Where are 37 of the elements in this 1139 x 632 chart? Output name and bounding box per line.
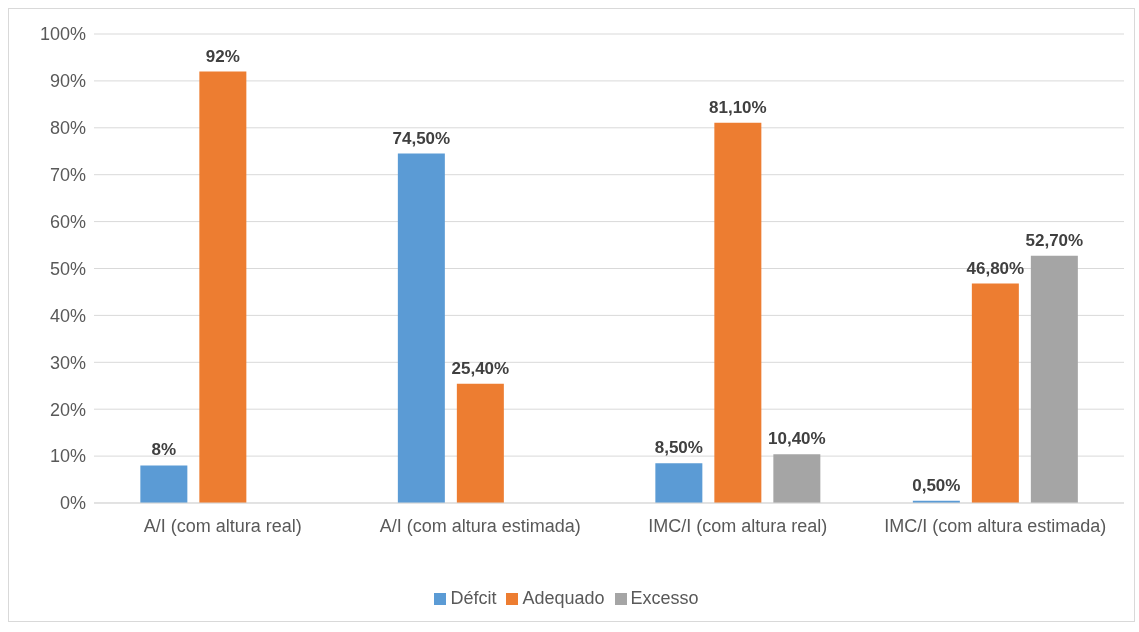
bar [199,71,247,503]
data-label: 8,50% [654,438,703,458]
y-tick-label: 50% [49,258,86,279]
y-tick-label: 100% [39,24,86,45]
bar [714,122,762,503]
y-tick-label: 70% [49,165,86,186]
bar [1030,255,1078,503]
y-tick-label: 0% [59,493,86,514]
data-label: 25,40% [451,358,510,378]
data-label: 0,50% [912,475,961,495]
y-tick-label: 30% [49,352,86,373]
y-tick-label: 20% [49,399,86,420]
y-tick-label: 40% [49,305,86,326]
bar [456,383,504,503]
x-tick-label: IMC/I (com altura real) [648,515,828,536]
bar [773,454,821,503]
y-tick-label: 80% [49,118,86,139]
x-tick-label: A/I (com altura estimada) [379,515,581,536]
data-label: 74,50% [392,128,451,148]
data-label: 92% [205,46,240,66]
legend-label: Adequado [522,588,605,608]
x-tick-label: IMC/I (com altura estimada) [884,515,1107,536]
bar [397,153,445,503]
data-label: 8% [151,440,177,460]
data-label: 46,80% [966,258,1025,278]
y-tick-label: 60% [49,211,86,232]
x-tick-label: A/I (com altura real) [143,515,302,536]
y-tick-label: 90% [49,71,86,92]
bar [971,283,1019,503]
legend-label: Défcit [450,588,497,608]
bar [655,463,703,503]
data-label: 10,40% [768,429,826,449]
data-label: 52,70% [1025,230,1084,250]
legend-label: Excesso [630,588,699,608]
data-label: 81,10% [709,97,767,117]
bar [140,465,188,503]
y-tick-label: 10% [49,446,86,467]
